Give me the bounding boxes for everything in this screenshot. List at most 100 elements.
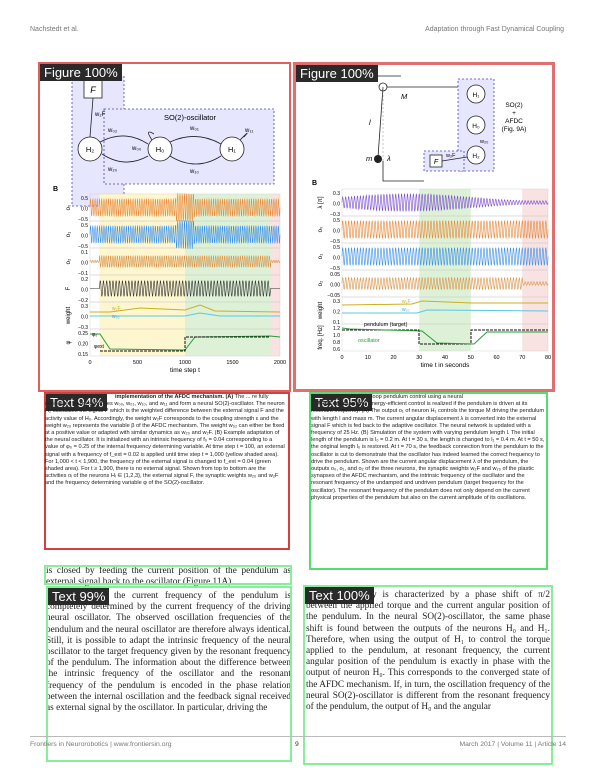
body-right-region: Text 100% [303,585,553,765]
right-xtick-label: 50 [468,355,474,361]
right-ytick-label: 0.5 [333,218,340,224]
right-xtick-label: 80 [545,355,551,361]
right-ytick-label: 0.0 [333,201,340,207]
caption-left-bold: implementation of the AFDC mechanism. (A… [115,394,234,400]
left-ytick-label: 0.0 [81,314,88,320]
left-ytick-label: 0.20 [78,341,88,347]
left-ytick-label: 0.25 [78,331,88,337]
left-ytick-label: −0.5 [78,217,88,223]
left-x-axis-label: time step t [170,367,200,374]
left-trace-f [90,280,280,297]
right-trace-o2 [341,276,549,291]
left-legend-phi: φ₀ [92,332,97,338]
pendulum-rod [377,86,384,158]
node-h1-right [466,84,486,104]
edge-w02 [99,135,149,145]
figure-left-graphic: F SO(2)-oscillator H₂ H₀ H₁ w₂F w₀₂ w₀₁ … [53,75,286,374]
right-xtick-label: 10 [365,355,371,361]
left-ytick-label: 0.0 [81,287,88,293]
body-left-region: Text 99% [46,586,292,762]
right-ytick-label: 1.2 [333,326,340,332]
left-timeseries-panel: o₀ 0.5 0.0 −0.5 o₁ 0.5 0.0 −0.5 o₂ 0.1 0.0 −0.1 F 0.2… [66,193,286,374]
label-w2f-right: w₂F [445,153,456,159]
left-ytick-label: −0.5 [78,244,88,250]
edge-w20 [101,153,149,163]
left-row-label: F [66,286,72,290]
caption-right: ... loop pendulum control using a neural… [311,394,547,569]
node-h0-right [466,115,486,135]
right-x-axis-label: time t in seconds [421,362,471,369]
so2-label: SO(2)-oscillator [164,113,217,122]
right-ytick-label: −0.05 [327,293,340,299]
figure-left-tag: Figure 100% [40,64,122,81]
right-ytick-label: 0.3 [333,191,340,197]
right-ytick-label: 0.3 [333,299,340,305]
label-w10: w₁₀ [189,169,199,175]
caption-right-title: ... loop pendulum control using a neural [365,394,463,400]
right-xtick-label: 30 [416,355,422,361]
panel-b-right-label: B [312,180,317,187]
left-ytick-label: −0.2 [78,298,88,304]
label-w2f: w₂F [94,112,106,118]
footer-rule [30,736,566,737]
footer-page-number: 9 [295,741,299,748]
body-left-paragraph: ...-loop system, the current frequency o… [46,591,291,714]
left-row-label: o₂ [66,258,72,264]
right-row-frame [341,323,549,352]
caption-right-region: Text 95% [309,392,548,570]
left-ytick-label: 0.15 [78,352,88,358]
left-row-label: weight [66,306,72,325]
node-h0-right-label: H₀ [472,123,480,130]
caption-left-region: Text 94% [44,392,290,550]
body-right-paragraph: ...onant frequency is characterized by a… [306,590,550,713]
right-row-label: λ [π] [318,196,324,208]
left-xtick-label: 1500 [226,360,238,366]
figure-right-region: M l m λ F H₁ H₀ H₂ w₂F w₂₀ SO(2) + AFDC … [293,62,555,392]
left-xtick-label: 2000 [274,360,286,366]
node-h1 [219,136,245,162]
edge-w01 [169,136,222,145]
left-trace-w20 [90,312,280,317]
left-legend-w2f: w₂F [112,306,121,312]
right-trace-w20 [342,309,549,314]
right-legend-w2f: w₂F [402,299,411,305]
edge-w2f-right [441,156,468,162]
left-ytick-label: 0.3 [81,304,88,310]
caption-left-text: The ... re fully connected by the synaps… [45,394,285,487]
right-xtick-label: 60 [493,355,499,361]
left-ytick-label: 0.5 [81,196,88,202]
node-h1-label: H₁ [228,145,236,154]
panel-b-label: B [53,186,58,193]
label-w20-right: w₂₀ [479,139,488,145]
right-timeseries-panel: λ [π] 0.3 0.0 −0.3 o₀ 0.5 0.0 −0.5 o₁ 0.5 0.0 −0.5 o… [318,188,551,369]
left-ytick-label: −0.1 [78,271,88,277]
left-row-label: φ [66,340,72,344]
right-ytick-label: 0.8 [333,340,340,346]
left-xtick-label: 0 [88,360,91,366]
right-ytick-label: −0.3 [330,212,340,218]
right-xtick-label: 20 [390,355,396,361]
right-row-label: o₁ [318,254,324,259]
left-ytick-label: 0.2 [81,277,88,283]
left-trace-w2f [90,304,281,313]
left-trace-o2 [89,255,281,268]
edge-w11 [239,132,248,141]
left-row-label: o₁ [66,232,72,237]
node-h2-right [466,145,486,165]
label-w11: w₁₁ [244,128,253,134]
label-w00: w₀₀ [131,146,142,152]
right-row-label: freq. [Hz] [318,325,324,350]
right-trace-o1 [341,247,549,266]
edge-w2f [89,97,94,138]
body-left-lead: is closed by feeding the current positio… [46,566,291,588]
caption-left-tag: Text 94% [46,394,108,411]
label-mass-m: m [366,154,372,163]
edge-w10 [169,155,222,165]
node-h0-label: H₀ [156,145,165,154]
footer-issue: March 2017 | Volume 11 | Article 14 [459,741,566,748]
right-legend-w20: w₂₀ [402,307,410,313]
right-xtick-label: 0 [340,355,343,361]
body-left-tag: Text 99% [48,588,110,605]
right-ytick-label: 1.0 [333,333,340,339]
right-ytick-label: −0.5 [330,239,340,245]
